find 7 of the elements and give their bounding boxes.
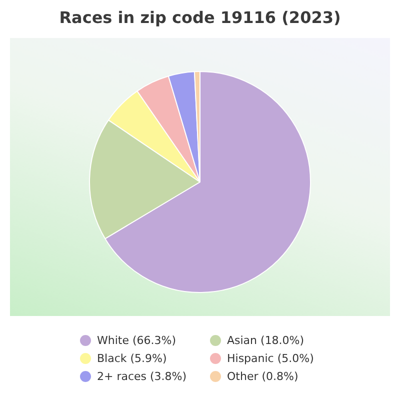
legend-label: White (66.3%) [97, 334, 176, 346]
legend-label: Hispanic (5.0%) [227, 352, 314, 364]
legend-label: Other (0.8%) [227, 370, 298, 382]
legend-label: 2+ races (3.8%) [97, 370, 187, 382]
chart-title: Races in zip code 19116 (2023) [58, 8, 342, 27]
legend-label: Black (5.9%) [97, 352, 167, 364]
legend-label: Asian (18.0%) [227, 334, 304, 346]
